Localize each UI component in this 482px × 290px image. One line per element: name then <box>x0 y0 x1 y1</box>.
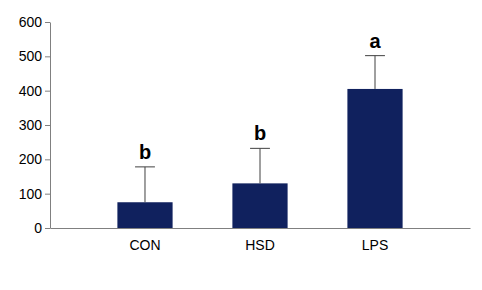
error-stem <box>375 56 376 89</box>
bar <box>117 202 172 228</box>
x-tick-label: CON <box>129 237 160 253</box>
y-tick-label: 500 <box>19 48 43 64</box>
x-axis: CON HSD LPS <box>51 228 471 253</box>
y-tick: 300 <box>19 117 50 133</box>
marks <box>117 56 402 228</box>
y-tick: 100 <box>19 186 50 202</box>
y-tick-mark <box>45 125 50 126</box>
bar <box>347 89 402 228</box>
error-stem <box>144 167 145 202</box>
chart: 0 100 200 300 400 500 600 CON HSD LPS b b a <box>0 0 482 290</box>
error-bar <box>250 148 270 183</box>
y-tick: 500 <box>19 48 50 64</box>
y-tick-mark <box>45 159 50 160</box>
plot: 0 100 200 300 400 500 600 CON HSD LPS b b a <box>19 14 471 253</box>
x-tick-label: HSD <box>245 237 275 253</box>
annotation: b <box>254 122 266 144</box>
y-tick-label: 200 <box>19 151 43 167</box>
bar <box>232 183 287 228</box>
error-cap <box>135 166 155 167</box>
y-axis-line <box>50 23 51 229</box>
x-tick: CON <box>129 228 160 253</box>
y-tick: 400 <box>19 83 50 99</box>
y-tick-mark <box>45 22 50 23</box>
y-tick-mark <box>45 91 50 92</box>
y-tick-label: 100 <box>19 186 43 202</box>
y-tick-label: 300 <box>19 117 43 133</box>
y-tick-label: 600 <box>19 14 43 30</box>
x-tick-label: LPS <box>362 237 388 253</box>
y-axis: 0 100 200 300 400 500 600 <box>19 14 51 236</box>
error-bar <box>365 56 385 89</box>
error-cap <box>250 148 270 149</box>
y-tick-mark <box>45 194 50 195</box>
x-axis-line <box>51 228 471 229</box>
error-bar <box>135 167 155 202</box>
y-tick: 200 <box>19 151 50 167</box>
y-tick-mark <box>45 56 50 57</box>
y-tick-mark <box>45 228 50 229</box>
y-tick-label: 400 <box>19 83 43 99</box>
y-tick: 0 <box>34 220 50 236</box>
annotation: b <box>139 141 151 163</box>
y-tick: 600 <box>19 14 50 30</box>
y-tick-label: 0 <box>34 220 42 236</box>
error-stem <box>260 148 261 183</box>
error-cap <box>365 55 385 56</box>
annotations: b b a <box>139 30 382 163</box>
x-tick: LPS <box>362 228 388 253</box>
x-tick: HSD <box>245 228 275 253</box>
annotation: a <box>369 30 381 52</box>
